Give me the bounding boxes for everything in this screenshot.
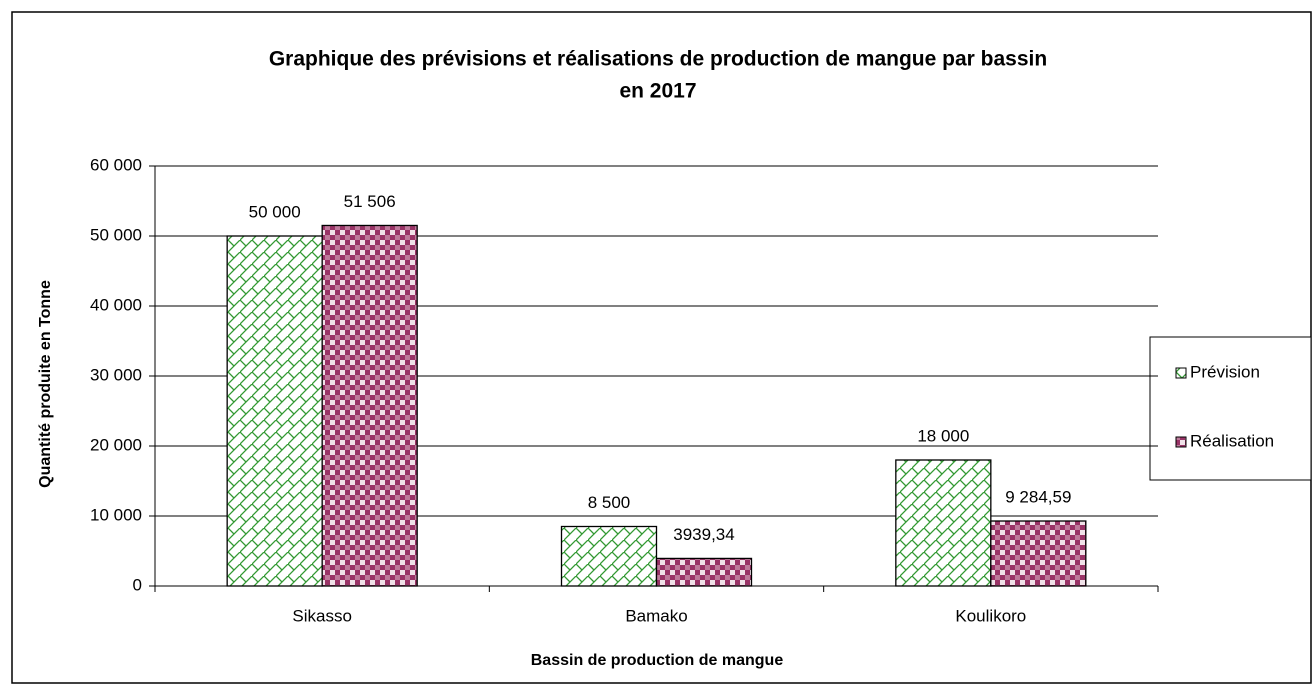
data-label: 8 500 bbox=[588, 493, 631, 512]
legend-box bbox=[1149, 336, 1312, 481]
y-tick-label: 60 000 bbox=[90, 155, 142, 174]
bar bbox=[226, 235, 323, 587]
y-tick-label: 20 000 bbox=[90, 435, 142, 454]
data-label: 50 000 bbox=[249, 202, 301, 221]
legend-swatch bbox=[1175, 436, 1187, 448]
legend-label: Prévision bbox=[1190, 362, 1260, 381]
bar bbox=[321, 224, 418, 587]
bar bbox=[560, 525, 658, 587]
data-label: 18 000 bbox=[917, 426, 969, 445]
chart-title: Graphique des prévisions et réalisations… bbox=[269, 48, 1047, 71]
chart-title: en 2017 bbox=[619, 80, 696, 103]
legend-label: Réalisation bbox=[1190, 431, 1274, 450]
data-label: 51 506 bbox=[344, 192, 396, 211]
bar bbox=[895, 459, 992, 587]
bar bbox=[990, 520, 1087, 587]
data-label: 3939,34 bbox=[673, 525, 734, 544]
x-axis-title: Bassin de production de mangue bbox=[531, 652, 784, 669]
bar bbox=[655, 557, 753, 587]
y-tick-label: 50 000 bbox=[90, 225, 142, 244]
y-tick-label: 30 000 bbox=[90, 365, 142, 384]
y-tick-label: 40 000 bbox=[90, 295, 142, 314]
y-tick-label: 10 000 bbox=[90, 505, 142, 524]
x-tick-label: Sikasso bbox=[292, 606, 352, 625]
x-tick-label: Koulikoro bbox=[955, 606, 1026, 625]
x-tick-label: Bamako bbox=[625, 606, 687, 625]
y-axis-title: Quantité produite en Tonne bbox=[37, 280, 54, 488]
data-label: 9 284,59 bbox=[1005, 487, 1071, 506]
legend-swatch bbox=[1175, 367, 1187, 379]
y-tick-label: 0 bbox=[133, 575, 142, 594]
